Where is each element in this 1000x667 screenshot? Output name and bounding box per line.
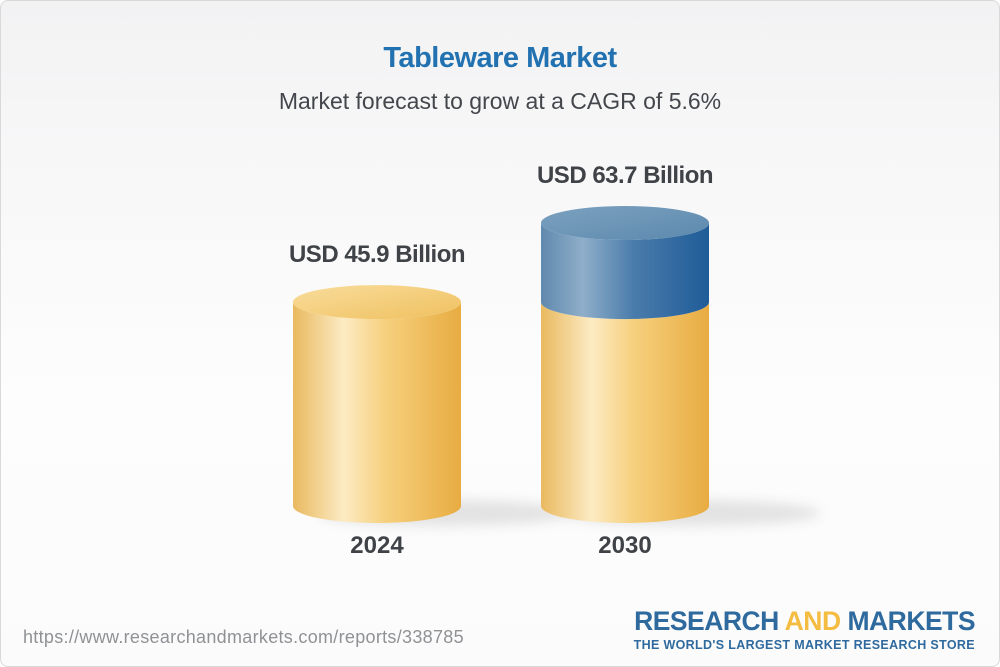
- logo-word-markets: MARKETS: [847, 606, 975, 637]
- source-url: https://www.researchandmarkets.com/repor…: [23, 627, 464, 647]
- research-and-markets-logo: RESEARCH AND MARKETS THE WORLD'S LARGEST…: [633, 606, 976, 652]
- logo-word-and: AND: [784, 606, 841, 637]
- x-axis-label-2030: 2030: [598, 532, 652, 559]
- logo-tagline: THE WORLD'S LARGEST MARKET RESEARCH STOR…: [633, 638, 975, 652]
- page-title: Tableware Market: [383, 42, 617, 74]
- bar-value-label-2030: USD 63.7 Billion: [536, 162, 714, 189]
- x-axis-label-2024: 2024: [350, 532, 404, 559]
- chart-subtitle: Market forecast to grow at a CAGR of 5.6…: [278, 88, 722, 114]
- logo-wordmark: RESEARCH AND MARKETS: [634, 606, 975, 637]
- bar-value-label-2024: USD 45.9 Billion: [288, 241, 466, 269]
- logo-word-research: RESEARCH: [634, 606, 779, 637]
